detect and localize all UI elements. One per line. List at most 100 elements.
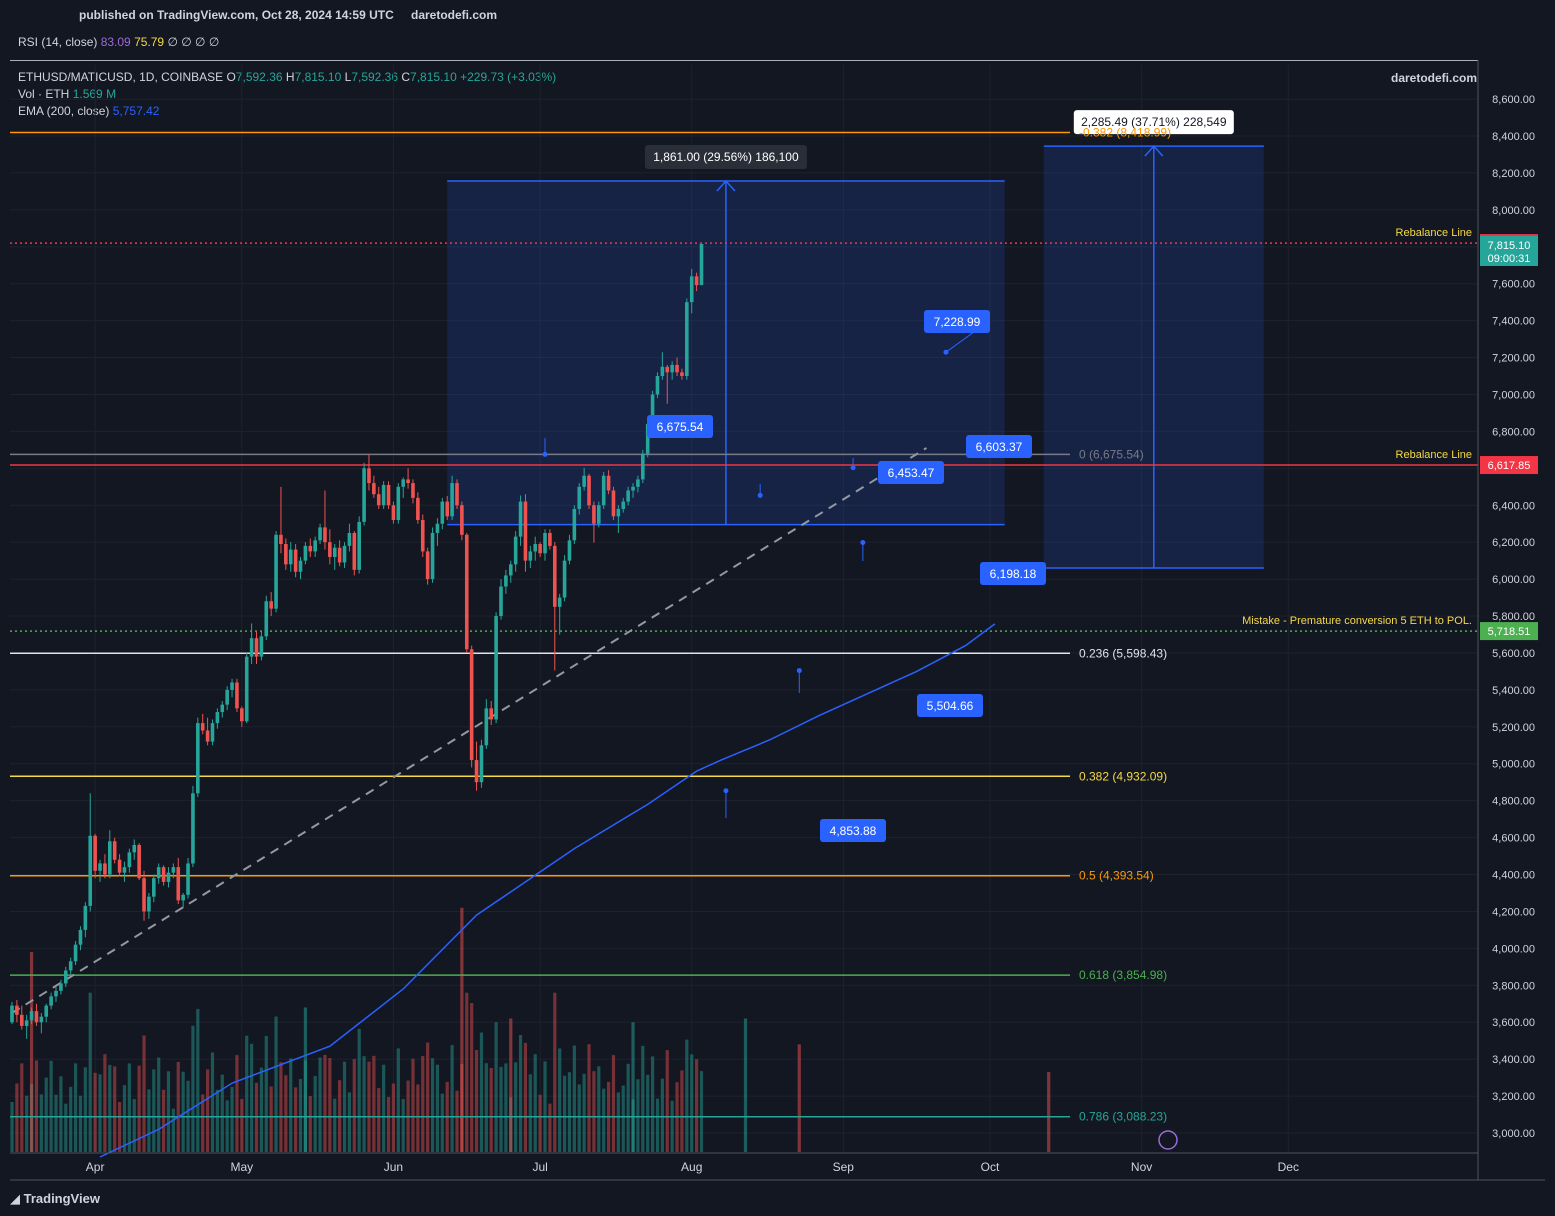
volume-bar — [606, 1081, 611, 1152]
pane-separator[interactable] — [10, 60, 1545, 61]
candle-body — [440, 501, 445, 524]
ema-legend[interactable]: EMA (200, close) 5,757.42 — [18, 103, 556, 120]
candle-body — [352, 532, 357, 570]
horizontal-line-label: Rebalance Line — [1396, 227, 1472, 239]
y-tick-label: 3,000.00 — [1492, 1128, 1535, 1140]
candle-body — [161, 867, 166, 882]
trend-line-path — [11, 447, 927, 1014]
time-axis: Apr May Jun Jul Aug Sep Oct Nov Dec — [86, 1160, 1299, 1174]
candle-body — [391, 505, 396, 521]
volume-bar — [367, 1061, 371, 1152]
volume-bar — [157, 1057, 161, 1152]
volume-bar — [245, 1035, 249, 1152]
volume-bar — [382, 1064, 386, 1152]
callout-box — [820, 819, 886, 842]
volume-bar — [743, 1018, 748, 1152]
fib-level-label: 0.618 (3,854.98) — [1079, 968, 1167, 982]
volume-bar — [132, 1099, 136, 1152]
volume-bar — [479, 1032, 484, 1152]
candle-body — [264, 601, 269, 637]
callout-label: 6,198.18 — [990, 567, 1037, 581]
candle-body — [406, 479, 410, 484]
candle-body — [259, 636, 264, 657]
grid — [10, 65, 1478, 1152]
volume-bar — [34, 1060, 39, 1152]
candle-body — [499, 586, 503, 617]
candle-body — [592, 505, 596, 524]
measure-label: 2,285.49 (37.71%) 228,549 — [1081, 115, 1227, 129]
volume-bar — [78, 1095, 83, 1152]
volume-bar — [171, 1108, 175, 1152]
volume-bar — [220, 1074, 224, 1152]
candle-body — [435, 523, 440, 533]
symbol-legend[interactable]: ETHUSD/MATICUSD, 1D, COINBASE O7,592.36 … — [18, 69, 556, 86]
candle-body — [665, 366, 670, 373]
volume-bar — [49, 1060, 53, 1152]
volume-bar — [567, 1072, 572, 1152]
candle-body — [215, 712, 220, 724]
fib-level-label: 0.5 (4,393.54) — [1079, 869, 1154, 883]
candle-body — [88, 835, 93, 906]
candle-body — [650, 394, 655, 425]
volume-bar — [254, 1082, 259, 1152]
candle-body — [240, 708, 244, 722]
volume-bar — [347, 1092, 352, 1152]
fib-level-label: 0.236 (5,598.43) — [1079, 646, 1167, 660]
candle-body — [269, 601, 273, 609]
x-tick-label: Sep — [833, 1160, 855, 1174]
candle-body — [372, 483, 376, 495]
volume-bar — [650, 1056, 655, 1152]
volume-bar — [631, 1099, 635, 1152]
volume-bar — [499, 1066, 503, 1152]
volume-bars — [10, 907, 1051, 1152]
y-tick-label: 4,200.00 — [1492, 906, 1535, 918]
candle-body — [464, 534, 469, 650]
volume-bar — [122, 1085, 127, 1152]
y-tick-label: 6,600.00 — [1492, 463, 1535, 475]
candle-body — [181, 894, 185, 901]
volume-bar — [176, 1061, 180, 1152]
volume-bar — [660, 1078, 664, 1152]
volume-bar — [616, 1092, 620, 1152]
candle-body — [411, 483, 415, 498]
candle-body — [303, 545, 308, 561]
low-value: 7,592.36 — [351, 70, 399, 84]
volume-bar — [294, 1087, 298, 1152]
volume-bar — [113, 1066, 117, 1152]
unit-button[interactable]: MATIC — [1482, 67, 1539, 90]
volume-legend[interactable]: Vol · ETH 1.569 M — [18, 86, 556, 103]
candle-body — [675, 364, 679, 373]
measure-arrow-head — [716, 179, 736, 192]
candle-body — [186, 863, 190, 895]
y-tick-label: 4,400.00 — [1492, 870, 1535, 882]
volume-bar — [528, 1074, 532, 1152]
volume-bar — [264, 1035, 268, 1152]
volume-bar — [377, 1088, 381, 1152]
candle-body — [425, 551, 430, 580]
candle-body — [54, 990, 58, 997]
callout-anchor — [860, 540, 866, 546]
volume-bar — [152, 1069, 156, 1152]
candle-body — [288, 549, 293, 565]
rsi-null-values: ∅ ∅ ∅ ∅ — [167, 35, 220, 49]
trend-line — [11, 447, 927, 1014]
volume-bar — [240, 1099, 244, 1152]
y-tick-label: 6,800.00 — [1492, 426, 1535, 438]
callout-anchor — [757, 492, 763, 498]
open-value: 7,592.36 — [235, 70, 283, 84]
volume-bar — [690, 1054, 694, 1152]
volume-bar — [298, 1078, 303, 1152]
candle-body — [308, 545, 313, 552]
candle-body — [73, 944, 78, 962]
last-price-countdown: 09:00:31 — [1488, 253, 1531, 265]
volume-bar — [675, 1082, 679, 1152]
volume-bar — [533, 1054, 537, 1152]
candle-body — [420, 520, 425, 552]
tradingview-logo-icon: ◢ — [10, 1191, 24, 1206]
y-tick-label: 6,200.00 — [1492, 537, 1535, 549]
candle-body — [225, 689, 229, 705]
rsi-legend[interactable]: RSI (14, close) 83.09 75.79 ∅ ∅ ∅ ∅ — [18, 35, 219, 49]
change-value: +229.73 (+3.03%) — [460, 70, 557, 84]
